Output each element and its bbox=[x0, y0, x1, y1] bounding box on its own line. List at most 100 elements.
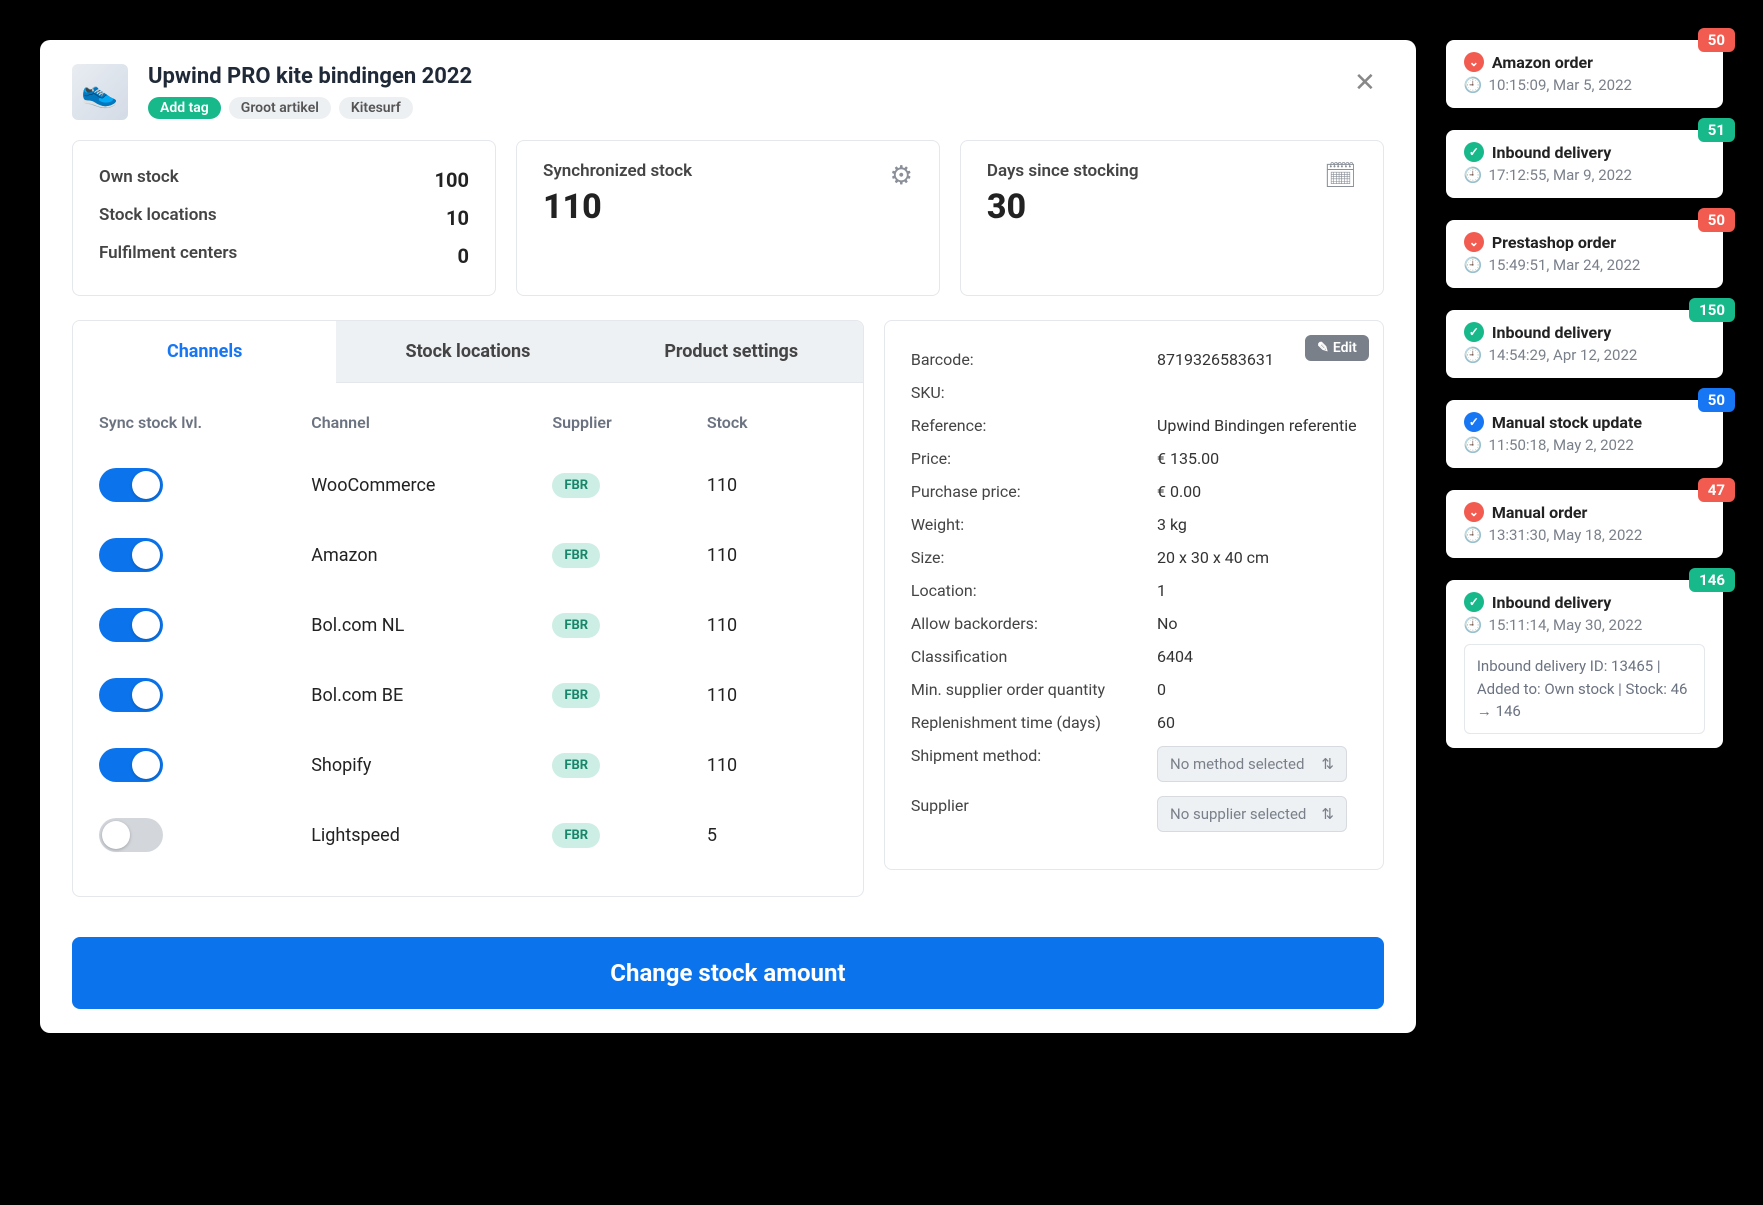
sync-icon: ⚙ bbox=[890, 161, 913, 275]
edit-button[interactable]: ✎ Edit bbox=[1305, 335, 1369, 361]
shipment-method-value: No method selected bbox=[1170, 755, 1304, 773]
event-time: 🕘 10:15:09, Mar 5, 2022 bbox=[1464, 76, 1705, 94]
product-modal: 👟 Upwind PRO kite bindingen 2022 Add tag… bbox=[40, 40, 1416, 1033]
clock-icon: 🕘 bbox=[1464, 76, 1483, 94]
weight-k: Weight: bbox=[911, 515, 1147, 534]
event-card[interactable]: 50 ✓ Manual stock update 🕘 11:50:18, May… bbox=[1446, 400, 1723, 468]
event-card[interactable]: 150 ✓ Inbound delivery 🕘 14:54:29, Apr 1… bbox=[1446, 310, 1723, 378]
chevron-updown-icon: ⇅ bbox=[1321, 805, 1334, 823]
event-card[interactable]: 146 ✓ Inbound delivery 🕘 15:11:14, May 3… bbox=[1446, 580, 1723, 748]
channel-name: Amazon bbox=[311, 545, 542, 566]
tab-channels[interactable]: Channels bbox=[73, 321, 336, 383]
clock-icon: 🕘 bbox=[1464, 436, 1483, 454]
event-time: 🕘 13:31:30, May 18, 2022 bbox=[1464, 526, 1705, 544]
event-status-icon: ⌄ bbox=[1464, 232, 1484, 252]
event-title: ⌄ Prestashop order bbox=[1464, 232, 1705, 252]
own-stock-card: Own stock100 Stock locations10 Fulfilmen… bbox=[72, 140, 496, 296]
modal-header: 👟 Upwind PRO kite bindingen 2022 Add tag… bbox=[40, 40, 1416, 140]
backorders-k: Allow backorders: bbox=[911, 614, 1147, 633]
supplier-select[interactable]: No supplier selected ⇅ bbox=[1157, 796, 1347, 832]
col-stock: Stock bbox=[707, 413, 837, 432]
sync-stock-card: Synchronized stock 110 ⚙ bbox=[516, 140, 940, 296]
event-card[interactable]: 47 ⌄ Manual order 🕘 13:31:30, May 18, 20… bbox=[1446, 490, 1723, 558]
sku-v bbox=[1157, 383, 1357, 402]
replen-v: 60 bbox=[1157, 713, 1357, 732]
sync-toggle[interactable] bbox=[99, 748, 163, 782]
event-time-text: 10:15:09, Mar 5, 2022 bbox=[1489, 76, 1632, 94]
sync-toggle[interactable] bbox=[99, 468, 163, 502]
sync-toggle[interactable] bbox=[99, 608, 163, 642]
clock-icon: 🕘 bbox=[1464, 526, 1483, 544]
sync-toggle[interactable] bbox=[99, 818, 163, 852]
tag-row: Add tag Groot artikel Kitesurf bbox=[148, 97, 472, 119]
sync-toggle[interactable] bbox=[99, 678, 163, 712]
location-v: 1 bbox=[1157, 581, 1357, 600]
event-title: ✓ Manual stock update bbox=[1464, 412, 1705, 432]
event-card[interactable]: 50 ⌄ Amazon order 🕘 10:15:09, Mar 5, 202… bbox=[1446, 40, 1723, 108]
tag-kitesurf[interactable]: Kitesurf bbox=[339, 97, 413, 119]
close-icon[interactable]: ✕ bbox=[1346, 64, 1384, 102]
supplier-value: No supplier selected bbox=[1170, 805, 1306, 823]
channel-stock: 110 bbox=[707, 615, 837, 636]
event-status-icon: ✓ bbox=[1464, 322, 1484, 342]
col-sync: Sync stock lvl. bbox=[99, 413, 301, 432]
channel-name: WooCommerce bbox=[311, 475, 542, 496]
event-time: 🕘 14:54:29, Apr 12, 2022 bbox=[1464, 346, 1705, 364]
location-k: Location: bbox=[911, 581, 1147, 600]
event-time: 🕘 15:11:14, May 30, 2022 bbox=[1464, 616, 1705, 634]
event-time-text: 17:12:55, Mar 9, 2022 bbox=[1489, 166, 1632, 184]
event-time: 🕘 11:50:18, May 2, 2022 bbox=[1464, 436, 1705, 454]
event-title-text: Inbound delivery bbox=[1492, 143, 1611, 162]
shipment-method-select[interactable]: No method selected⇅ bbox=[1157, 746, 1347, 782]
clock-icon: 🕘 bbox=[1464, 256, 1483, 274]
details-panel: ✎ Edit Barcode:8719326583631 SKU: Refere… bbox=[884, 320, 1384, 870]
size-v: 20 x 30 x 40 cm bbox=[1157, 548, 1357, 567]
event-time-text: 14:54:29, Apr 12, 2022 bbox=[1489, 346, 1638, 364]
purchase-k: Purchase price: bbox=[911, 482, 1147, 501]
event-badge: 51 bbox=[1698, 118, 1735, 142]
supplier-badge: FBR bbox=[552, 613, 600, 638]
class-k: Classification bbox=[911, 647, 1147, 666]
weight-v: 3 kg bbox=[1157, 515, 1357, 534]
col-supplier: Supplier bbox=[552, 413, 696, 432]
own-stock-label: Own stock bbox=[99, 161, 179, 199]
change-stock-button[interactable]: Change stock amount bbox=[72, 937, 1384, 1009]
tab-stock-locations[interactable]: Stock locations bbox=[336, 321, 599, 383]
replen-k: Replenishment time (days) bbox=[911, 713, 1147, 732]
purchase-v: € 0.00 bbox=[1157, 482, 1357, 501]
tab-product-settings[interactable]: Product settings bbox=[600, 321, 863, 383]
channel-stock: 110 bbox=[707, 475, 837, 496]
event-status-icon: ✓ bbox=[1464, 592, 1484, 612]
event-title-text: Amazon order bbox=[1492, 53, 1593, 72]
tag-groot-artikel[interactable]: Groot artikel bbox=[229, 97, 331, 119]
event-title: ✓ Inbound delivery bbox=[1464, 322, 1705, 342]
barcode-k: Barcode: bbox=[911, 350, 1147, 369]
sku-k: SKU: bbox=[911, 383, 1147, 402]
event-title-text: Prestashop order bbox=[1492, 233, 1616, 252]
sync-stock-label: Synchronized stock bbox=[543, 161, 692, 181]
supplier-badge: FBR bbox=[552, 543, 600, 568]
supplier-badge: FBR bbox=[552, 823, 600, 848]
event-title-text: Inbound delivery bbox=[1492, 323, 1611, 342]
stock-locations-value: 10 bbox=[446, 199, 469, 237]
col-channel: Channel bbox=[311, 413, 542, 432]
class-v: 6404 bbox=[1157, 647, 1357, 666]
channel-stock: 5 bbox=[707, 825, 837, 846]
event-title: ⌄ Amazon order bbox=[1464, 52, 1705, 72]
add-tag-button[interactable]: Add tag bbox=[148, 97, 221, 119]
shipment-k: Shipment method: bbox=[911, 746, 1147, 782]
days-card: Days since stocking 30 🗓 bbox=[960, 140, 1384, 296]
events-column: 50 ⌄ Amazon order 🕘 10:15:09, Mar 5, 202… bbox=[1446, 40, 1723, 748]
event-badge: 50 bbox=[1698, 388, 1735, 412]
event-status-icon: ✓ bbox=[1464, 142, 1484, 162]
event-detail: Inbound delivery ID: 13465 | Added to: O… bbox=[1464, 644, 1705, 734]
price-k: Price: bbox=[911, 449, 1147, 468]
event-title: ✓ Inbound delivery bbox=[1464, 142, 1705, 162]
event-card[interactable]: 51 ✓ Inbound delivery 🕘 17:12:55, Mar 9,… bbox=[1446, 130, 1723, 198]
days-label: Days since stocking bbox=[987, 161, 1139, 181]
sync-toggle[interactable] bbox=[99, 538, 163, 572]
event-card[interactable]: 50 ⌄ Prestashop order 🕘 15:49:51, Mar 24… bbox=[1446, 220, 1723, 288]
event-badge: 150 bbox=[1689, 298, 1735, 322]
event-time: 🕘 15:49:51, Mar 24, 2022 bbox=[1464, 256, 1705, 274]
channel-row: Lightspeed FBR 5 bbox=[99, 800, 837, 870]
